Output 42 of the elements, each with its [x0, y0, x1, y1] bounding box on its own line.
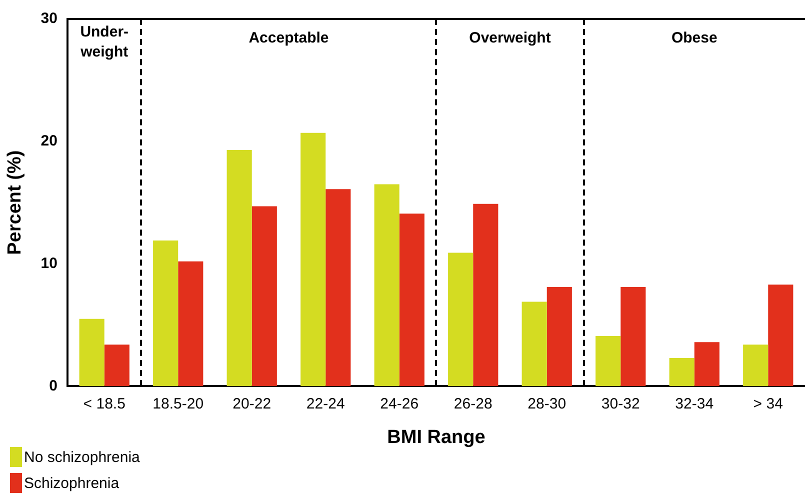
bar [473, 204, 498, 386]
y-tick-label: 20 [40, 132, 58, 150]
bar [620, 287, 646, 386]
bar [252, 206, 277, 386]
bar [743, 344, 768, 386]
x-tick-label: > 34 [753, 395, 783, 412]
bar [546, 287, 572, 386]
y-axis-title: Percent (%) [4, 150, 26, 255]
annotation: Obese [671, 30, 718, 47]
x-tick-label: 30-32 [601, 395, 640, 412]
x-tick-label: < 18.5 [83, 395, 126, 412]
bar [178, 261, 204, 386]
x-tick-label: 24-26 [380, 395, 419, 412]
bar [768, 284, 794, 386]
bar [399, 214, 424, 386]
bar [79, 318, 104, 386]
x-tick-label: 20-22 [232, 395, 272, 412]
bar [694, 342, 720, 386]
y-tick-label: 0 [49, 377, 58, 394]
x-tick-label: 32-34 [675, 395, 714, 412]
x-axis-title: BMI Range [387, 426, 486, 448]
legend-label: Schizophrenia [24, 474, 120, 492]
bar [326, 189, 351, 386]
annotation: Under-weight [80, 24, 129, 61]
bar [669, 358, 694, 386]
y-tick-label: 10 [40, 254, 58, 272]
bar [374, 184, 400, 386]
bar [226, 150, 252, 386]
x-tick-label: 28-30 [528, 395, 566, 412]
bar [448, 252, 474, 386]
annotation: Overweight [469, 30, 551, 47]
legend-label: No schizophrenia [24, 448, 140, 466]
bar [596, 336, 621, 386]
bar [522, 302, 547, 386]
x-tick-label: 26-28 [454, 395, 492, 412]
bar [153, 240, 178, 386]
bar [104, 344, 130, 386]
y-tick-label: 30 [40, 10, 58, 28]
bar [300, 132, 326, 386]
x-tick-label: 22-24 [306, 395, 345, 412]
x-tick-label: 18.5-20 [152, 395, 204, 412]
annotation: Acceptable [248, 30, 329, 47]
